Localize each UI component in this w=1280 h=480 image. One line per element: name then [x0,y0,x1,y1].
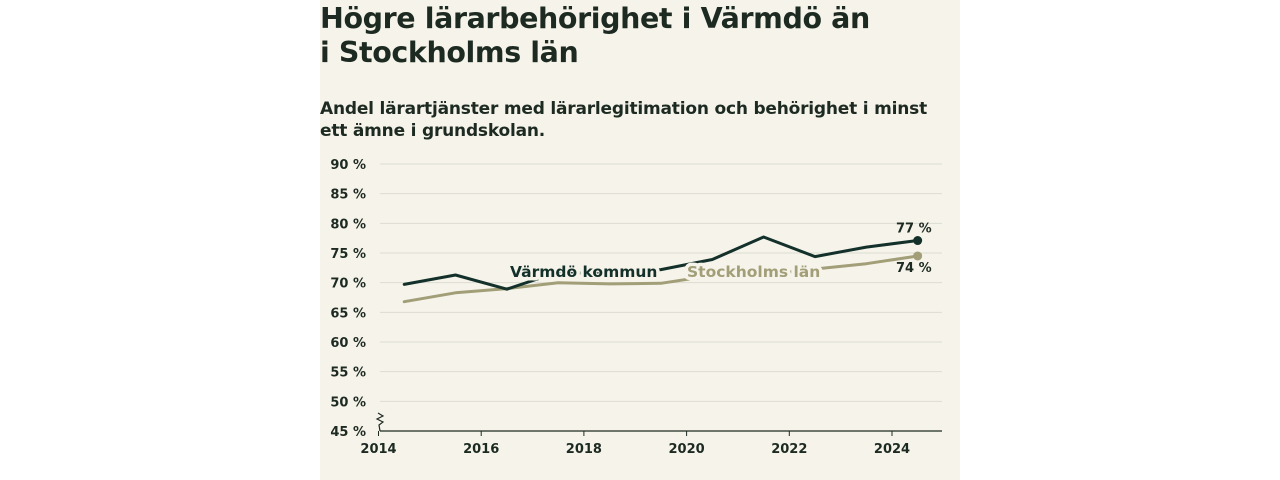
series-0-point-10 [913,236,923,246]
x-tick-label-2014: 2014 [360,442,396,457]
y-tick-label-85: 85 % [330,188,366,203]
y-tick-label-55: 55 % [330,366,366,381]
series-line-1 [402,254,920,304]
x-tick-label-2024: 2024 [874,442,910,457]
end-value-label-varmdo: 77 % [896,222,932,237]
y-tick-label-80: 80 % [330,217,366,232]
y-axis-break-marker [375,412,385,432]
series-name-label-varmdo: Värmdö kommun [510,263,657,281]
y-tick-label-60: 60 % [330,336,366,351]
series-line-0 [402,235,920,291]
series-lines [402,235,923,304]
gridlines [380,163,942,402]
y-tick-label-75: 75 % [330,247,366,262]
line-chart: 45 % 50 % 55 % 60 % 65 % 70 % 75 % 80 % 85 % 90 %… [330,158,942,457]
series-1-point-10 [913,251,923,261]
series-name-label-varmdo-halo: Värmdö kommun [510,263,657,281]
end-value-label-stockholms-lan: 74 % [896,261,932,276]
series-name-label-stockholms-lan-halo: Stockholms län [687,263,820,281]
axes: 45 % 50 % 55 % 60 % 65 % 70 % 75 % 80 % 85 % 90 %… [330,158,942,457]
y-tick-label-45: 45 % [330,425,366,440]
y-tick-label-70: 70 % [330,277,366,292]
x-tick-label-2020: 2020 [669,442,705,457]
y-tick-label-90: 90 % [330,158,366,173]
y-tick-label-65: 65 % [330,306,366,321]
x-tick-label-2022: 2022 [771,442,807,457]
x-tick-label-2018: 2018 [566,442,602,457]
y-tick-label-50: 50 % [330,395,366,410]
series-name-label-stockholms-lan: Stockholms län [687,263,820,281]
chart-subtitle: Andel lärartjänster med lärarlegitimatio… [320,99,928,141]
chart-card: Högre lärarbehörighet i Värmdö än i Stoc… [320,0,960,480]
chart-title: Högre lärarbehörighet i Värmdö än i Stoc… [320,2,870,69]
x-tick-label-2016: 2016 [463,442,499,457]
